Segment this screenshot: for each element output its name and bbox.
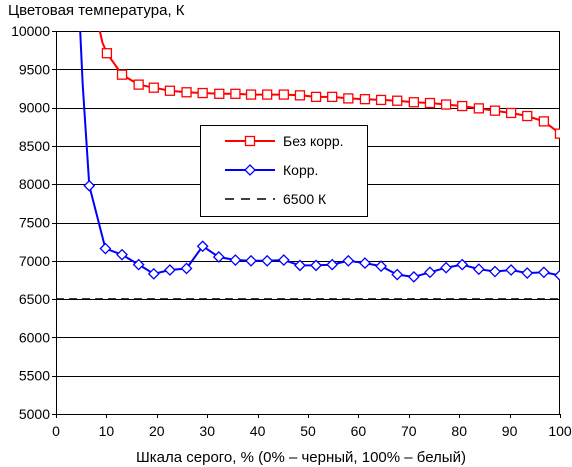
series-1-point-22 bbox=[440, 261, 453, 274]
series-1-point-6 bbox=[180, 262, 193, 275]
series-0-point-28 bbox=[554, 128, 560, 139]
series-0-point-20 bbox=[424, 97, 436, 109]
x-tick-label-30: 30 bbox=[199, 423, 215, 439]
series-1-point-1 bbox=[99, 242, 112, 255]
series-1-point-5 bbox=[163, 264, 176, 276]
legend-label-0: Без корр. bbox=[283, 133, 344, 149]
x-tick-label-60: 60 bbox=[351, 423, 367, 439]
x-tick-label-90: 90 bbox=[502, 423, 518, 439]
series-0-point-5 bbox=[181, 87, 192, 98]
series-0-point-23 bbox=[473, 103, 485, 114]
series-1-point-23 bbox=[456, 258, 469, 271]
series-0-point-17 bbox=[375, 94, 387, 106]
series-1-point-2 bbox=[116, 248, 128, 261]
y-tick-label-10000: 10000 bbox=[11, 23, 50, 39]
x-tick-label-100: 100 bbox=[548, 423, 572, 439]
series-0-point-3 bbox=[148, 82, 159, 93]
y-tick-label-8500: 8500 bbox=[19, 138, 50, 154]
legend-label-2: 6500 К bbox=[283, 191, 327, 207]
series-1-point-8 bbox=[212, 251, 225, 263]
y-tick-label-6000: 6000 bbox=[19, 329, 50, 345]
series-1-point-12 bbox=[277, 254, 290, 266]
series-0-point-10 bbox=[262, 89, 273, 100]
series-1-point-0 bbox=[83, 179, 96, 192]
y-tick-label-6500: 6500 bbox=[19, 291, 50, 307]
x-tick-label-20: 20 bbox=[149, 423, 165, 439]
series-1-point-14 bbox=[310, 259, 322, 272]
series-0-point-24 bbox=[489, 105, 501, 116]
series-1-point-10 bbox=[245, 254, 257, 267]
y-tick-label-7000: 7000 bbox=[19, 253, 50, 269]
legend-marker-0 bbox=[244, 135, 256, 147]
series-1-point-7 bbox=[196, 240, 209, 253]
series-0-point-11 bbox=[278, 89, 289, 100]
series-0-point-2 bbox=[133, 79, 144, 90]
series-1-point-15 bbox=[326, 258, 339, 271]
x-tick-label-80: 80 bbox=[451, 423, 467, 439]
series-1-point-27 bbox=[521, 267, 534, 279]
y-tick-label-8000: 8000 bbox=[19, 176, 50, 192]
x-tick-label-0: 0 bbox=[52, 423, 60, 439]
series-0-point-16 bbox=[359, 94, 371, 105]
x-tick-label-10: 10 bbox=[99, 423, 115, 439]
series-1-point-18 bbox=[375, 260, 387, 273]
series-1-point-28 bbox=[537, 266, 550, 279]
x-tick-label-40: 40 bbox=[250, 423, 266, 439]
legend: Без корр. Корр. 6500 К bbox=[200, 125, 368, 217]
series-0-point-7 bbox=[214, 88, 225, 99]
series-1-point-29 bbox=[554, 269, 560, 282]
series-0-point-9 bbox=[245, 89, 257, 100]
gridlines bbox=[56, 69, 560, 377]
series-0-point-4 bbox=[164, 85, 176, 96]
series-1-point-25 bbox=[489, 265, 501, 278]
series-0-point-14 bbox=[327, 91, 338, 103]
series-0-point-26 bbox=[522, 110, 533, 122]
series-1-point-4 bbox=[147, 267, 160, 280]
series-line-0 bbox=[98, 31, 560, 135]
x-tick-label-70: 70 bbox=[401, 423, 417, 439]
series-0-point-15 bbox=[343, 93, 354, 104]
series-0-point-19 bbox=[408, 97, 419, 108]
series-1-point-13 bbox=[294, 259, 306, 272]
series-0-point-1 bbox=[116, 69, 128, 80]
y-tick-label-7500: 7500 bbox=[19, 215, 50, 231]
series-0-point-13 bbox=[310, 91, 322, 103]
y-tick-label-5000: 5000 bbox=[19, 406, 50, 422]
series-1-point-26 bbox=[505, 264, 518, 276]
series-0-point-8 bbox=[230, 88, 241, 99]
series-0 bbox=[98, 31, 560, 139]
y-tick-label-5500: 5500 bbox=[19, 368, 50, 384]
y-tick-label-9500: 9500 bbox=[19, 61, 50, 77]
series-0-point-25 bbox=[505, 107, 517, 119]
series-0-point-0 bbox=[101, 48, 113, 59]
series-1-point-24 bbox=[472, 263, 485, 276]
x-axis-title: Шкала серого, % (0% – черный, 100% – бел… bbox=[136, 449, 466, 466]
y-axis-ticks: 5000 5500 6000 6500 7000 7500 8000 8500 9000 9500… bbox=[11, 23, 56, 422]
series-0-point-21 bbox=[440, 99, 452, 110]
x-axis-ticks: 0 10 20 30 40 50 60 70 80 90 100 bbox=[52, 414, 572, 439]
series-1-point-9 bbox=[229, 254, 242, 266]
series-1-point-20 bbox=[407, 270, 420, 283]
series-0-point-22 bbox=[457, 100, 468, 112]
series-1-point-16 bbox=[342, 254, 355, 267]
series-0-point-12 bbox=[294, 90, 306, 101]
series-1-point-21 bbox=[424, 266, 436, 279]
series-1-point-11 bbox=[261, 254, 274, 267]
series-0-point-27 bbox=[538, 116, 550, 127]
series-1 bbox=[79, 31, 560, 283]
legend-marker-1 bbox=[244, 164, 256, 176]
series-1-point-17 bbox=[359, 257, 371, 270]
legend-label-1: Корр. bbox=[283, 162, 318, 178]
y-axis-title: Цветовая температура, К bbox=[8, 2, 185, 19]
series-layer bbox=[56, 31, 560, 300]
y-tick-label-9000: 9000 bbox=[19, 100, 50, 116]
series-0-point-6 bbox=[197, 87, 208, 99]
series-1-point-19 bbox=[391, 268, 404, 281]
series-1-point-3 bbox=[132, 258, 145, 271]
x-tick-label-50: 50 bbox=[300, 423, 316, 439]
series-0-point-18 bbox=[392, 95, 403, 106]
